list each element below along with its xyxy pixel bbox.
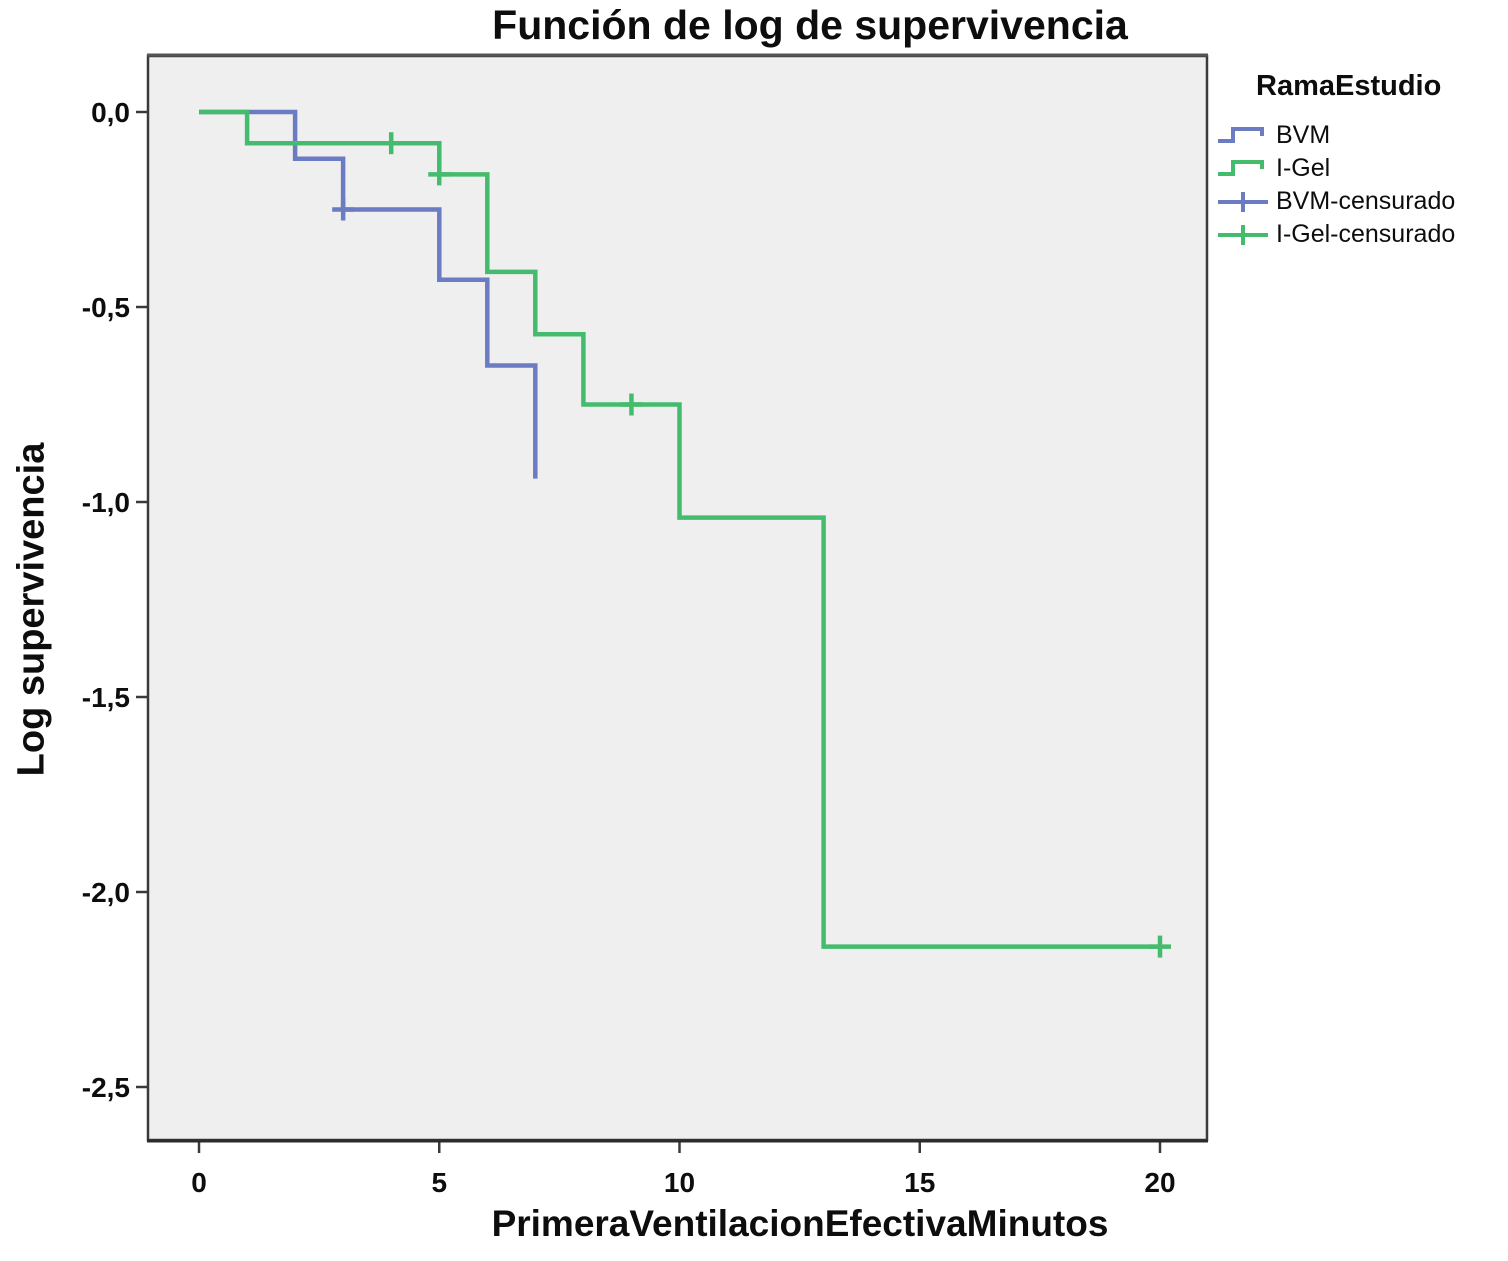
y-tick-label: 0,0	[91, 97, 130, 128]
x-tick-label: 0	[191, 1167, 207, 1198]
bvm-censor-cross-icon	[1218, 191, 1268, 212]
legend-title: RamaEstudio	[1256, 70, 1442, 102]
legend-label-bvm: BVM	[1276, 121, 1331, 149]
x-tick-label: 5	[431, 1167, 447, 1198]
y-tick-label: -2,0	[82, 877, 130, 908]
legend-label-igel: I-Gel	[1276, 154, 1331, 182]
legend-item-igel-censored: I-Gel-censurado	[1216, 218, 1508, 251]
legend-item-bvm: BVM	[1216, 119, 1508, 152]
y-tick-label: -1,0	[82, 487, 130, 518]
y-tick-label: -0,5	[82, 292, 130, 323]
y-tick-label: -2,5	[82, 1072, 130, 1103]
x-tick-label: 10	[664, 1167, 695, 1198]
igel-censor-cross-icon	[1218, 224, 1268, 245]
plot-area	[149, 57, 1206, 1139]
legend-label-igel-censored: I-Gel-censurado	[1276, 220, 1456, 248]
x-axis-title: PrimeraVentilacionEfectivaMinutos	[491, 1203, 1109, 1244]
y-axis-title: Log supervivencia	[10, 442, 53, 777]
chart-title: Función de log de supervivencia	[492, 2, 1128, 48]
x-tick-label: 15	[904, 1167, 935, 1198]
legend: RamaEstudio BVM I-Gel BVM-censurado	[1216, 70, 1508, 251]
y-tick-label: -1,5	[82, 682, 130, 713]
bvm-step-line-icon	[1218, 126, 1264, 143]
x-tick-label: 20	[1144, 1167, 1175, 1198]
legend-item-igel: I-Gel	[1216, 152, 1508, 185]
i-gel-survival-line	[199, 109, 1160, 949]
legend-item-bvm-censored: BVM-censurado	[1216, 185, 1508, 218]
igel-step-line-icon	[1218, 159, 1264, 176]
legend-label-bvm-censored: BVM-censurado	[1276, 187, 1456, 215]
